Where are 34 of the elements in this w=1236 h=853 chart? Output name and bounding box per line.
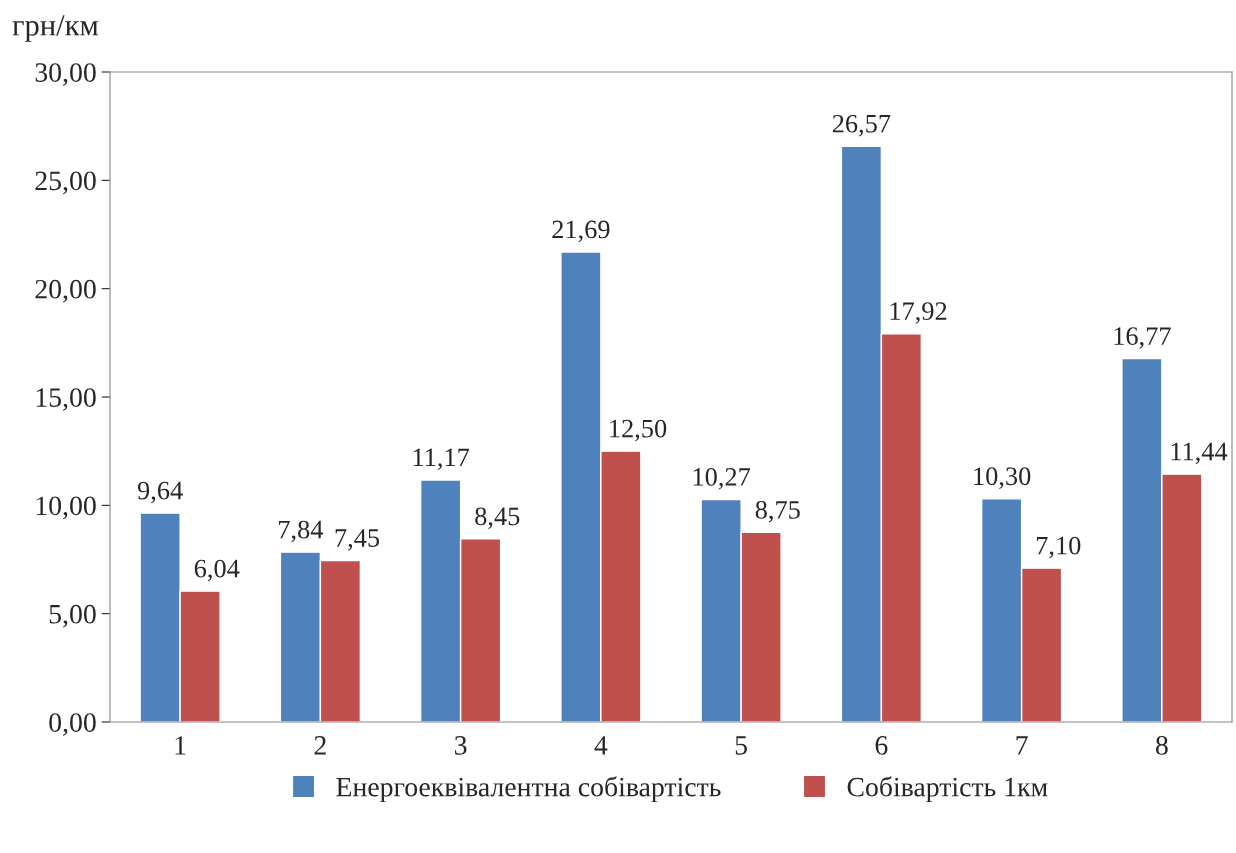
- y-tick-label: 30,00: [35, 63, 96, 86]
- data-label: 7,10: [1036, 536, 1081, 559]
- y-axis-title: грн/км: [12, 15, 99, 42]
- y-tick-label: 10,00: [36, 496, 96, 520]
- data-label: 10,30: [974, 467, 1031, 489]
- data-label: 26,57: [832, 114, 891, 137]
- data-label: 8,75: [755, 500, 800, 523]
- data-label: 7,45: [335, 529, 380, 551]
- x-tick-label: 6: [875, 736, 888, 755]
- data-label: 21,69: [552, 220, 610, 243]
- data-label: 11,44: [1171, 442, 1228, 465]
- x-tick-label: 8: [1155, 736, 1168, 755]
- y-tick-label: 25,00: [35, 171, 96, 195]
- data-label: 8,45: [475, 507, 520, 530]
- x-tick-label: 4: [594, 736, 608, 755]
- data-label: 6,04: [194, 559, 240, 582]
- data-label: 16,77: [1114, 327, 1171, 349]
- data-label: 10,27: [693, 467, 751, 490]
- legend-label: Енергоеквівалентна собівартість: [336, 776, 721, 803]
- data-label: 9,64: [137, 481, 183, 504]
- data-label: 11,17: [413, 448, 470, 471]
- y-tick-label: 20,00: [35, 279, 96, 303]
- x-tick-label: 1: [175, 736, 186, 755]
- data-label: 7,84: [279, 520, 324, 543]
- y-tick-label: 5,00: [49, 604, 96, 628]
- x-tick-label: 2: [314, 736, 326, 755]
- legend-label: Собівартість 1км: [847, 776, 1048, 803]
- data-label: 17,92: [890, 302, 947, 324]
- y-tick-label: 15,00: [36, 388, 96, 411]
- x-tick-label: 3: [455, 736, 467, 755]
- data-label: 12,50: [610, 419, 667, 442]
- x-tick-label: 7: [1016, 736, 1028, 755]
- x-tick-label: 5: [735, 736, 747, 755]
- y-tick-label: 0,00: [49, 713, 96, 736]
